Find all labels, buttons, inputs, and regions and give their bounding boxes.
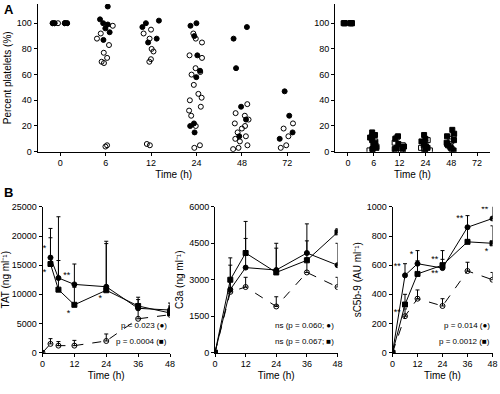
- svg-text:A: A: [4, 2, 14, 17]
- svg-text:0: 0: [345, 158, 350, 168]
- svg-text:*: *: [67, 308, 71, 318]
- svg-text:48: 48: [446, 158, 456, 168]
- svg-text:**: **: [394, 307, 402, 317]
- svg-text:24: 24: [420, 158, 430, 168]
- svg-text:**: **: [63, 270, 71, 280]
- svg-text:12: 12: [395, 158, 405, 168]
- svg-text:Time (h): Time (h): [424, 370, 461, 381]
- svg-text:48: 48: [165, 359, 175, 369]
- svg-text:p = 0.014 (●): p = 0.014 (●): [444, 321, 490, 330]
- svg-text:4500: 4500: [189, 238, 209, 248]
- svg-text:60: 60: [319, 70, 329, 80]
- svg-text:60: 60: [22, 70, 32, 80]
- svg-text:0: 0: [40, 359, 45, 369]
- svg-text:1500: 1500: [189, 311, 209, 321]
- svg-text:400: 400: [372, 289, 387, 299]
- svg-text:0: 0: [32, 348, 37, 358]
- svg-text:*: *: [485, 246, 489, 256]
- svg-text:ns (p = 0.060; ●): ns (p = 0.060; ●): [275, 321, 334, 330]
- svg-text:Time (h): Time (h): [394, 169, 431, 180]
- svg-text:200: 200: [372, 319, 387, 329]
- svg-text:1000: 1000: [367, 202, 387, 212]
- svg-text:5000: 5000: [17, 319, 37, 329]
- svg-text:20: 20: [319, 121, 329, 131]
- svg-text:6: 6: [371, 158, 376, 168]
- svg-text:24: 24: [437, 359, 447, 369]
- svg-text:**: **: [43, 243, 47, 253]
- svg-text:100: 100: [314, 18, 329, 28]
- svg-text:800: 800: [372, 231, 387, 241]
- svg-text:Time (h): Time (h): [88, 370, 125, 381]
- svg-text:0: 0: [382, 348, 387, 358]
- svg-text:20000: 20000: [12, 231, 37, 241]
- svg-text:10000: 10000: [12, 289, 37, 299]
- svg-text:0: 0: [204, 348, 209, 358]
- svg-text:p = 0.023 (●): p = 0.023 (●): [121, 321, 167, 330]
- svg-text:48: 48: [487, 359, 497, 369]
- svg-text:36: 36: [302, 359, 312, 369]
- svg-text:3000: 3000: [189, 275, 209, 285]
- svg-text:**: **: [456, 213, 464, 223]
- svg-text:80: 80: [22, 44, 32, 54]
- svg-text:12: 12: [241, 359, 251, 369]
- svg-text:0: 0: [58, 158, 63, 168]
- svg-text:12: 12: [146, 158, 156, 168]
- svg-text:TAT (ng ml⁻¹): TAT (ng ml⁻¹): [0, 251, 11, 308]
- svg-text:**: **: [394, 261, 402, 271]
- svg-text:Time (h): Time (h): [155, 169, 192, 180]
- svg-text:**: **: [431, 254, 439, 264]
- svg-text:36: 36: [462, 359, 472, 369]
- svg-text:20: 20: [22, 121, 32, 131]
- svg-text:36: 36: [133, 359, 143, 369]
- svg-text:40: 40: [22, 95, 32, 105]
- svg-text:24: 24: [191, 158, 201, 168]
- svg-text:ns (p = 0.067; ■): ns (p = 0.067; ■): [275, 337, 334, 346]
- svg-text:B: B: [4, 185, 13, 200]
- svg-text:80: 80: [319, 44, 329, 54]
- svg-text:6000: 6000: [189, 202, 209, 212]
- svg-text:25000: 25000: [12, 202, 37, 212]
- svg-text:12: 12: [69, 359, 79, 369]
- svg-text:48: 48: [237, 158, 247, 168]
- svg-text:40: 40: [319, 95, 329, 105]
- svg-text:48: 48: [332, 359, 342, 369]
- svg-text:24: 24: [101, 359, 111, 369]
- svg-text:24: 24: [271, 359, 281, 369]
- svg-text:*: *: [99, 293, 103, 303]
- svg-text:6: 6: [103, 158, 108, 168]
- svg-text:**: **: [481, 207, 489, 214]
- svg-text:72: 72: [472, 158, 482, 168]
- svg-text:*: *: [410, 249, 414, 259]
- svg-text:0: 0: [390, 359, 395, 369]
- svg-text:12: 12: [412, 359, 422, 369]
- svg-text:100: 100: [17, 18, 32, 28]
- svg-text:72: 72: [282, 158, 292, 168]
- svg-text:**: **: [43, 267, 47, 277]
- svg-text:sC5b-9 (AU ml⁻¹): sC5b-9 (AU ml⁻¹): [352, 242, 363, 317]
- svg-text:0: 0: [212, 359, 217, 369]
- svg-text:**: **: [431, 268, 439, 278]
- svg-text:p = 0.0012 (■): p = 0.0012 (■): [439, 337, 490, 346]
- svg-text:p = 0.0004 (■): p = 0.0004 (■): [116, 337, 167, 346]
- svg-text:600: 600: [372, 260, 387, 270]
- svg-text:Percent platelets (%): Percent platelets (%): [2, 31, 13, 124]
- svg-text:C3a (ng ml⁻¹): C3a (ng ml⁻¹): [174, 250, 185, 309]
- svg-text:Time (h): Time (h): [258, 370, 295, 381]
- svg-text:0: 0: [27, 147, 32, 157]
- svg-text:15000: 15000: [12, 260, 37, 270]
- svg-text:0: 0: [324, 147, 329, 157]
